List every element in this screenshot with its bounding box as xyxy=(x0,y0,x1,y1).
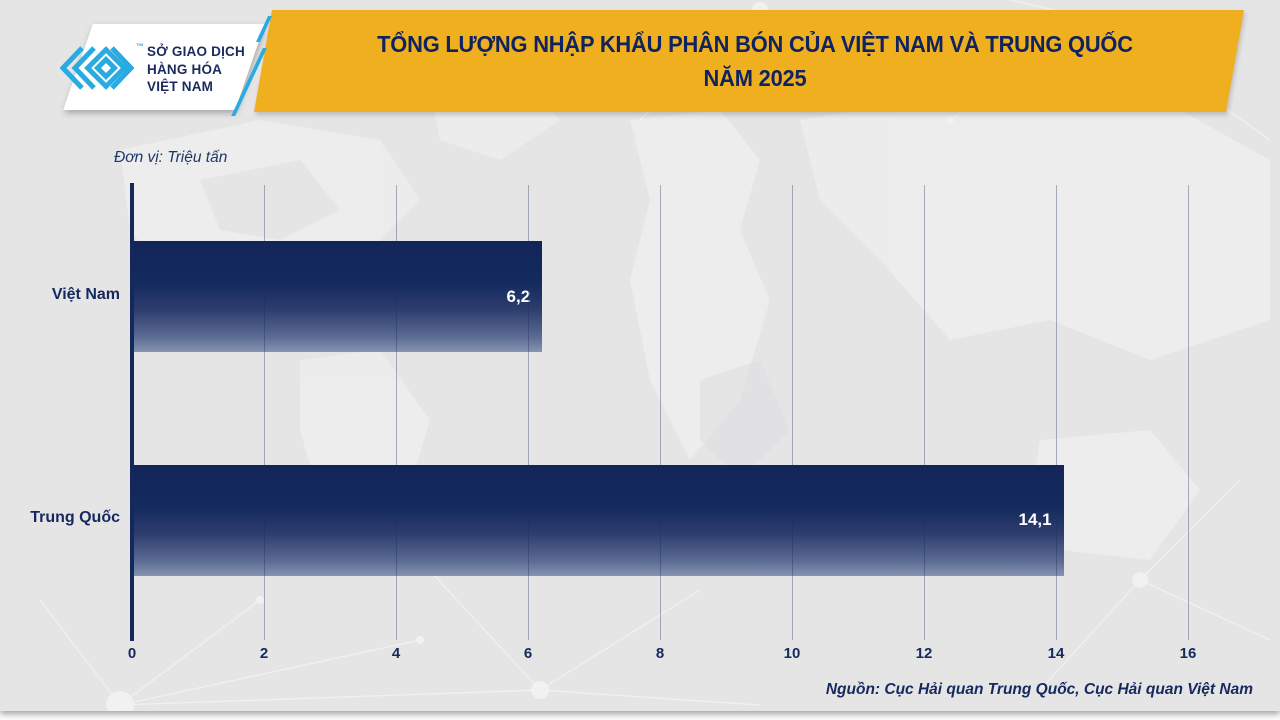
gridline-x-14 xyxy=(1055,185,1057,640)
y-axis-line xyxy=(130,183,134,641)
bar-chart-plot-area: 6,2 14,1 xyxy=(130,183,1189,641)
x-tick-label-16: 16 xyxy=(1179,645,1197,662)
bar-2: 14,1 xyxy=(133,464,1064,576)
x-tick-label-2: 2 xyxy=(259,645,269,662)
logo-org-name: SỞ GIAO DỊCH HÀNG HÓA VIỆT NAM xyxy=(147,43,245,96)
gridline-x-16 xyxy=(1187,185,1189,640)
logo-org-line3: VIỆT NAM xyxy=(147,79,214,95)
bar-value-label: 14,1 xyxy=(1018,510,1052,530)
trademark-symbol: ™ xyxy=(136,42,144,51)
x-tick-label-14: 14 xyxy=(1047,645,1065,662)
chart-title-line2: NĂM 2025 xyxy=(703,65,807,91)
category-label-1: Việt Nam xyxy=(51,285,120,303)
gridline-x-10 xyxy=(791,185,793,640)
logo-org-line2: HÀNG HÓA xyxy=(147,61,223,77)
category-label-2: Trung Quốc xyxy=(30,509,120,527)
bar-1: 6,2 xyxy=(133,241,543,353)
x-tick-label-10: 10 xyxy=(783,645,801,662)
mxv-logo-icon xyxy=(60,46,134,90)
bar-value-label: 6,2 xyxy=(506,286,531,306)
x-tick-label-6: 6 xyxy=(523,645,533,662)
source-citation: Nguồn: Cục Hải quan Trung Quốc, Cục Hải … xyxy=(825,681,1253,698)
unit-label: Đơn vị: Triệu tấn xyxy=(114,149,228,166)
gridline-x-8 xyxy=(659,185,661,640)
gridline-x-12 xyxy=(923,185,925,640)
gridline-x-4 xyxy=(395,185,397,640)
gridline-x-6 xyxy=(527,185,529,640)
logo-org-line1: SỞ GIAO DỊCH xyxy=(147,44,245,59)
x-tick-label-0: 0 xyxy=(127,645,137,662)
x-tick-label-4: 4 xyxy=(391,645,401,662)
x-tick-label-12: 12 xyxy=(915,645,933,662)
x-tick-label-8: 8 xyxy=(655,645,665,662)
chart-title: TỔNG LƯỢNG NHẬP KHẨU PHÂN BÓN CỦA VIỆT N… xyxy=(313,12,1197,110)
gridline-x-2 xyxy=(263,185,265,640)
chart-title-line1: TỔNG LƯỢNG NHẬP KHẨU PHÂN BÓN CỦA VIỆT N… xyxy=(377,30,1133,57)
